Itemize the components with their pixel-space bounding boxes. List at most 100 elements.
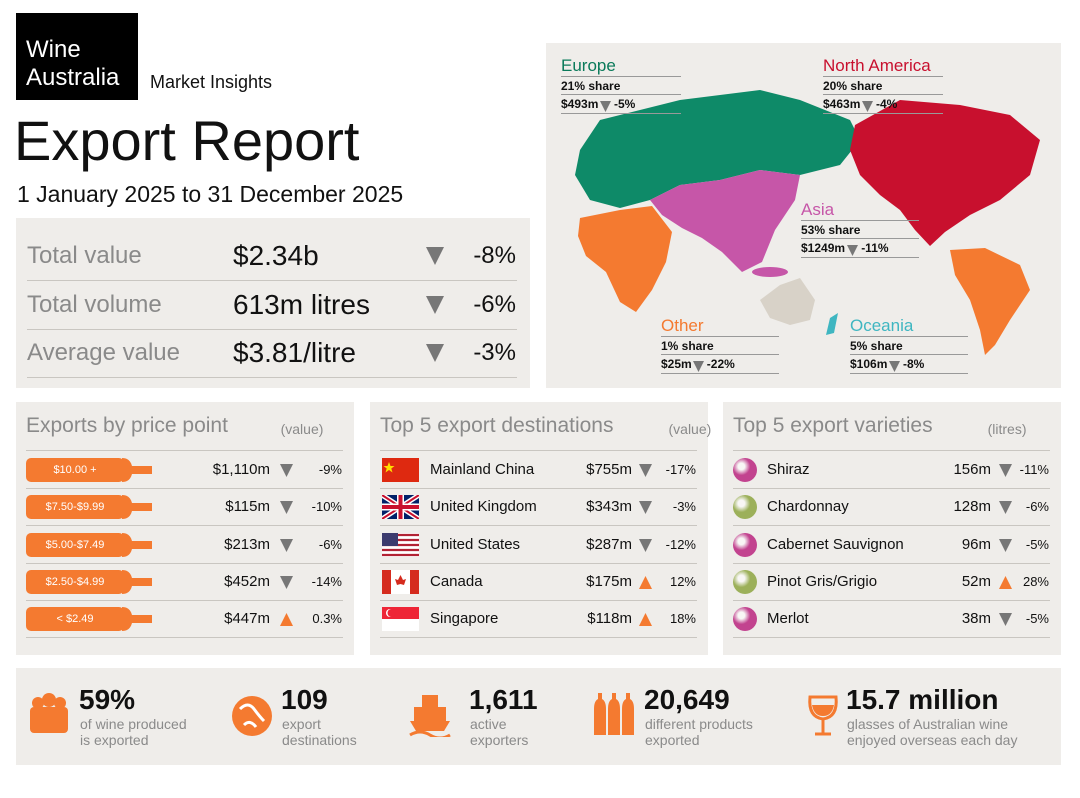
- bottle-shoulder: [122, 533, 152, 557]
- arrow-shape: [280, 463, 293, 477]
- up-arrow: [999, 575, 1012, 589]
- row-change: 18%: [669, 611, 696, 626]
- grape: [733, 570, 757, 594]
- summary-value: 613m litres: [233, 289, 370, 320]
- arrow-icon: [999, 575, 1012, 589]
- stat-number: 59%: [79, 684, 136, 715]
- bottle-shape: [26, 495, 152, 519]
- down-arrow: [999, 538, 1012, 552]
- flag: [382, 458, 419, 482]
- separator: [561, 94, 681, 95]
- row-value: 52m: [961, 573, 991, 590]
- up-arrow: [639, 575, 652, 589]
- bottle-shape: [26, 570, 152, 594]
- stat-text: destinations: [282, 732, 357, 748]
- arrow-shape: [847, 244, 859, 256]
- stat-icon-shape: [409, 695, 451, 740]
- row-value: $447m: [224, 610, 270, 627]
- section-title: Top 5 export varieties: [733, 414, 933, 437]
- stat-icon: [28, 691, 74, 737]
- down-arrow: [639, 500, 652, 514]
- flag-icon: [382, 607, 419, 631]
- bottle-shoulder: [122, 495, 152, 519]
- stats-panel: [16, 668, 1061, 765]
- bottle-shoulder: [122, 458, 152, 482]
- bottle-shape: [26, 533, 152, 557]
- destination-name: United States: [430, 536, 521, 553]
- arrow-shape: [889, 360, 900, 372]
- logo-line: Australia: [26, 64, 120, 91]
- row-value: 38m: [961, 610, 991, 627]
- down-arrow: [847, 243, 859, 256]
- row-value: $213m: [224, 536, 270, 553]
- stat-text: exporters: [470, 732, 529, 748]
- bottle-shoulder: [122, 607, 152, 631]
- separator: [850, 354, 968, 355]
- row-value: 128m: [953, 498, 991, 515]
- row-value: 96m: [961, 536, 991, 553]
- down-arrow: [426, 296, 444, 314]
- arrow-icon: [639, 500, 652, 514]
- arrow-shape: [639, 538, 652, 552]
- up-arrow: [280, 612, 293, 626]
- destination-name: Singapore: [430, 610, 499, 627]
- region-value: $106m: [850, 357, 888, 371]
- arrow-shape: [600, 100, 611, 112]
- arrow-icon: [999, 612, 1012, 626]
- flag-icon: [382, 570, 419, 594]
- grape: [733, 607, 757, 631]
- separator: [801, 220, 919, 221]
- flag: [382, 607, 419, 631]
- region-change: -4%: [876, 97, 898, 111]
- region-change: -8%: [903, 357, 925, 371]
- logo-line: Wine: [26, 36, 81, 63]
- row-change: -5%: [1025, 611, 1049, 626]
- stat-text: of wine produced: [80, 716, 187, 732]
- section-qualifier: (value): [668, 421, 712, 437]
- asia-region: [650, 170, 800, 272]
- arrow-icon: [639, 538, 652, 552]
- region-share: 1% share: [661, 339, 714, 353]
- region-share: 53% share: [801, 223, 861, 237]
- arrow-icon: [999, 500, 1012, 514]
- row-change: -14%: [311, 574, 342, 589]
- tagline: Market Insights: [150, 72, 273, 92]
- down-arrow: [426, 247, 444, 265]
- other-region: [578, 206, 672, 312]
- row-change: -12%: [665, 537, 696, 552]
- bottle-body: [26, 607, 124, 631]
- region-name: Europe: [561, 56, 616, 75]
- arrow-icon: [600, 100, 611, 112]
- price-label: < $2.49: [56, 613, 94, 625]
- region-value: $25m: [661, 357, 692, 371]
- price-label: $2.50-$4.99: [45, 576, 105, 588]
- region-value: $463m: [823, 97, 861, 111]
- separator: [380, 637, 697, 638]
- arrow-icon: [426, 344, 444, 362]
- row-change: 0.3%: [312, 611, 342, 626]
- region-change: -5%: [614, 97, 636, 111]
- stat-icon-shape: [30, 693, 68, 733]
- row-change: 12%: [669, 574, 696, 589]
- bottle-shoulder: [122, 570, 152, 594]
- flag-icon: [382, 458, 419, 482]
- row-value: $287m: [586, 536, 632, 553]
- summary-value: $3.81/litre: [233, 337, 356, 368]
- region-share: 5% share: [850, 339, 903, 353]
- arrow-icon: [280, 612, 293, 626]
- stat-text: exported: [645, 732, 700, 748]
- stat-number: 15.7 million: [846, 684, 999, 715]
- arrow-shape: [639, 463, 652, 477]
- region-name: Oceania: [850, 316, 914, 335]
- row-change: -6%: [318, 537, 342, 552]
- bottle-body: [26, 533, 124, 557]
- separator: [733, 525, 1050, 526]
- separator: [380, 450, 697, 451]
- stat-text: different products: [645, 716, 753, 732]
- row-change: 28%: [1022, 574, 1049, 589]
- flag: [382, 533, 419, 557]
- separator: [26, 488, 343, 489]
- row-value: $1,110m: [212, 461, 270, 478]
- arrow-icon: [862, 100, 873, 112]
- arrow-shape: [999, 612, 1012, 626]
